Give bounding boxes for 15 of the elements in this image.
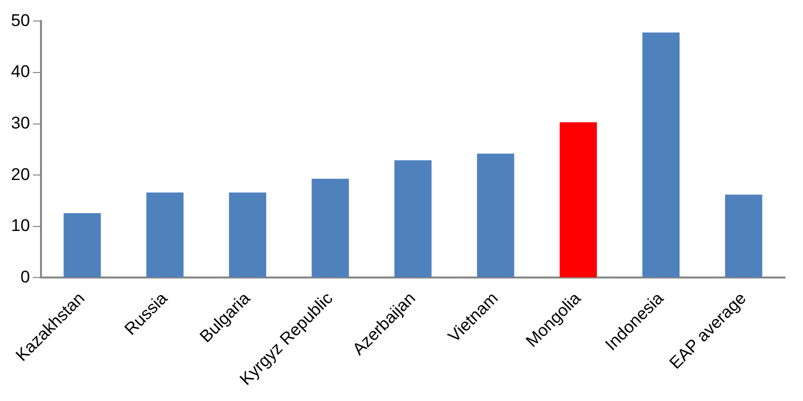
bar <box>312 178 349 278</box>
bar <box>394 160 432 278</box>
bar <box>477 154 514 278</box>
bar <box>642 32 680 278</box>
y-tick-label: 10 <box>10 216 30 236</box>
bar <box>560 122 597 278</box>
y-tick-label: 30 <box>10 113 30 132</box>
y-tick-label: 0 <box>20 267 30 286</box>
bar <box>146 192 184 278</box>
bar <box>229 192 266 278</box>
y-tick-label: 20 <box>10 164 30 184</box>
bar <box>64 213 101 278</box>
bar <box>725 194 762 278</box>
y-tick-label: 50 <box>10 10 30 30</box>
y-tick-label: 40 <box>10 62 30 82</box>
